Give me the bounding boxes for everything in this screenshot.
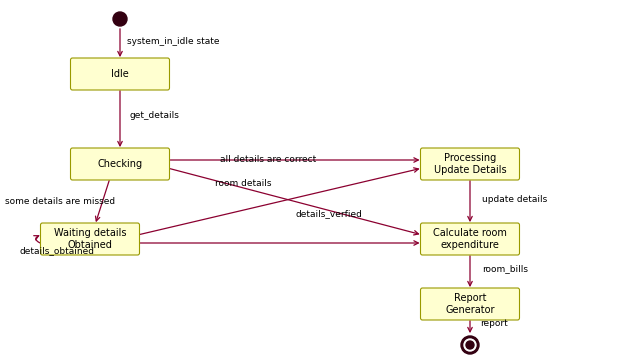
FancyBboxPatch shape bbox=[71, 58, 170, 90]
FancyBboxPatch shape bbox=[71, 148, 170, 180]
Text: report: report bbox=[480, 318, 508, 327]
Text: room details: room details bbox=[215, 180, 272, 188]
Text: get_details: get_details bbox=[130, 112, 180, 121]
Text: system_in_idle state: system_in_idle state bbox=[127, 37, 219, 46]
Text: room_bills: room_bills bbox=[482, 265, 528, 274]
FancyBboxPatch shape bbox=[420, 223, 519, 255]
Text: Processing
Update Details: Processing Update Details bbox=[434, 153, 507, 175]
Circle shape bbox=[464, 339, 476, 351]
Text: update details: update details bbox=[482, 195, 547, 204]
Text: Report
Generator: Report Generator bbox=[445, 293, 494, 315]
Text: all details are correct: all details are correct bbox=[220, 154, 316, 163]
Circle shape bbox=[113, 12, 127, 26]
Text: some details are missed: some details are missed bbox=[5, 196, 115, 205]
FancyBboxPatch shape bbox=[420, 288, 519, 320]
Text: details_verfied: details_verfied bbox=[295, 210, 362, 219]
Text: details_obtained: details_obtained bbox=[20, 247, 95, 256]
Text: Checking: Checking bbox=[98, 159, 142, 169]
Text: Waiting details
Obtained: Waiting details Obtained bbox=[54, 228, 126, 250]
Circle shape bbox=[461, 336, 479, 354]
Circle shape bbox=[466, 341, 474, 349]
FancyBboxPatch shape bbox=[420, 148, 519, 180]
FancyBboxPatch shape bbox=[40, 223, 140, 255]
Text: Idle: Idle bbox=[111, 69, 129, 79]
Text: Calculate room
expenditure: Calculate room expenditure bbox=[433, 228, 507, 250]
